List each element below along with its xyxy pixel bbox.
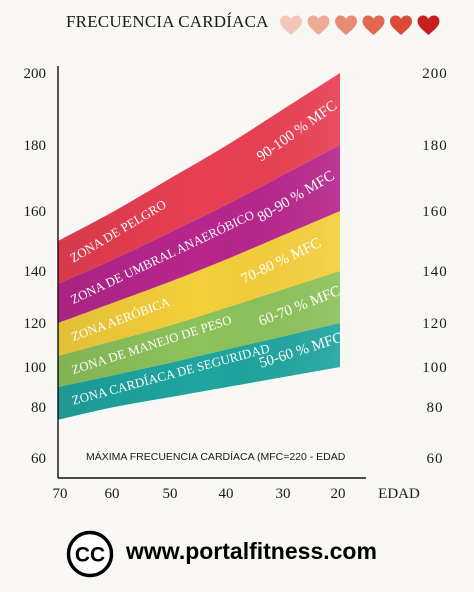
heart-icon <box>307 15 330 35</box>
x-tick-label: 20 <box>331 486 346 502</box>
y-tick-label-right: 140 <box>422 264 448 280</box>
y-tick-label-left: 60 <box>31 451 46 467</box>
hearts-rating <box>280 15 440 35</box>
zone-band-shade <box>58 211 340 356</box>
y-tick-label-right: 160 <box>422 204 448 220</box>
y-tick-label-right: 100 <box>422 360 448 376</box>
y-tick-label-left: 80 <box>31 400 46 416</box>
heart-icon <box>390 15 412 35</box>
zone-band-shade <box>58 145 340 323</box>
zone-band-shade <box>58 271 340 387</box>
y-tick-label-right: 80 <box>427 400 444 416</box>
chart-title: FRECUENCIA CARDÍACA <box>66 12 269 31</box>
footer: CC www.portalfitness.com <box>0 524 474 582</box>
cc-logo-icon: CC <box>66 530 114 578</box>
ticks-layer: 200 180 160 140 120 100 80 60 200 180 160 140 120 100… <box>24 66 448 502</box>
heart-icon <box>417 15 440 35</box>
y-tick-label-left: 200 <box>24 66 47 82</box>
y-tick-label-left: 140 <box>24 264 47 280</box>
x-tick-label: 50 <box>163 486 178 502</box>
formula-label: MÁXIMA FRECUENCIA CARDÍACA (MFC=220 - ED… <box>86 451 346 463</box>
y-tick-label-right: 120 <box>422 316 448 332</box>
website-url: www.portalfitness.com <box>126 538 377 564</box>
zone-band-shade <box>58 73 340 284</box>
x-axis-label: EDAD <box>378 486 420 502</box>
y-tick-label-left: 160 <box>24 204 47 220</box>
y-tick-label-left: 120 <box>24 316 47 332</box>
y-tick-label-left: 100 <box>24 360 47 376</box>
x-tick-label: 30 <box>276 486 291 502</box>
axes-layer <box>57 66 366 479</box>
y-tick-label-right: 180 <box>422 138 448 154</box>
x-tick-label: 70 <box>53 486 68 502</box>
heart-icon <box>335 15 357 35</box>
y-tick-label-left: 180 <box>24 138 47 154</box>
y-tick-label-right: 200 <box>422 66 448 82</box>
cc-logo-text: CC <box>75 544 105 567</box>
zone-band-shade <box>58 323 340 420</box>
y-tick-label-right: 60 <box>427 451 444 467</box>
heart-icon <box>362 15 385 35</box>
heart-icon <box>280 15 302 35</box>
x-tick-label: 60 <box>105 486 120 502</box>
x-tick-label: 40 <box>219 486 234 502</box>
